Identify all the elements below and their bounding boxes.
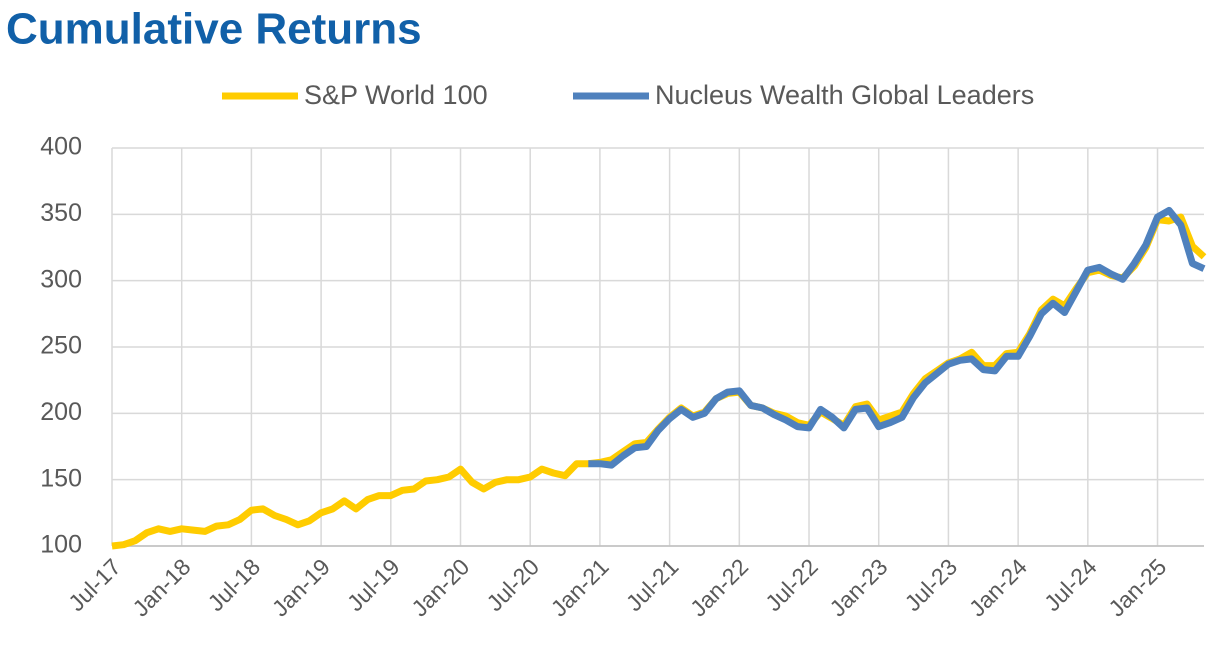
y-tick-label: 350 [40, 199, 82, 227]
x-tick-label: Jul-18 [203, 553, 266, 616]
legend-label: Nucleus Wealth Global Leaders [655, 80, 1034, 110]
y-tick-label: 150 [40, 464, 82, 492]
y-tick-label: 250 [40, 332, 82, 360]
x-tick-label: Jan-19 [267, 553, 335, 621]
y-tick-label: 400 [40, 133, 82, 161]
legend-label: S&P World 100 [304, 80, 488, 110]
x-tick-label: Jul-22 [760, 553, 823, 616]
y-tick-label: 200 [40, 398, 82, 426]
x-tick-label: Jul-23 [900, 553, 963, 616]
x-tick-label: Jul-17 [63, 553, 126, 616]
y-tick-label: 300 [40, 265, 82, 293]
x-tick-label: Jan-23 [824, 553, 892, 621]
chart-title: Cumulative Returns [6, 5, 422, 54]
x-tick-label: Jan-18 [127, 553, 195, 621]
x-tick-label: Jan-22 [685, 553, 753, 621]
x-tick-label: Jul-21 [621, 553, 684, 616]
x-tick-label: Jan-25 [1103, 553, 1171, 621]
x-tick-label: Jan-20 [406, 553, 474, 621]
series-line [111, 213, 1207, 550]
x-tick-label: Jan-24 [964, 553, 1032, 621]
x-tick-label: Jul-24 [1039, 553, 1102, 616]
x-tick-label: Jul-19 [342, 553, 405, 616]
series-line [588, 206, 1206, 469]
x-tick-label: Jan-21 [546, 553, 614, 621]
y-tick-label: 100 [40, 531, 82, 559]
x-tick-label: Jul-20 [481, 553, 544, 616]
